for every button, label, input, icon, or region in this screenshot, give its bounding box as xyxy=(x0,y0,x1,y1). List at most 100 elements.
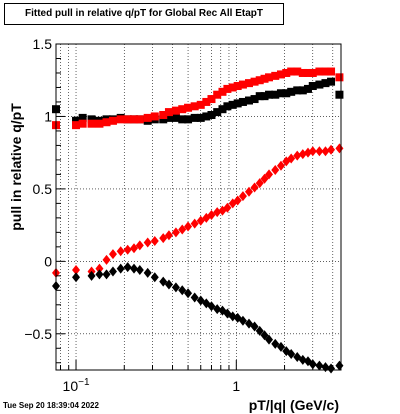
diamond-marker xyxy=(271,165,280,176)
diamond-marker xyxy=(87,270,96,281)
square-marker xyxy=(123,115,132,124)
square-marker xyxy=(223,102,232,111)
x-tick-label: 1 xyxy=(232,378,240,394)
square-marker xyxy=(72,121,81,130)
diamond-marker xyxy=(276,341,285,352)
y-axis-label: pull in relative q/pT xyxy=(8,103,24,231)
square-marker xyxy=(238,80,247,89)
square-marker xyxy=(282,68,291,77)
square-marker xyxy=(178,115,187,124)
square-marker xyxy=(315,67,324,76)
square-marker xyxy=(265,90,274,99)
diamond-marker xyxy=(287,349,296,360)
diamond-marker xyxy=(238,191,247,202)
diamond-marker xyxy=(95,269,104,280)
square-marker xyxy=(228,100,237,109)
square-marker xyxy=(293,86,302,95)
diamond-marker xyxy=(135,240,144,251)
square-marker xyxy=(202,97,211,106)
square-marker xyxy=(327,77,336,86)
diamond-marker xyxy=(150,272,159,283)
square-marker xyxy=(287,87,296,96)
square-marker xyxy=(260,74,269,83)
diamond-marker xyxy=(315,360,324,371)
diamond-marker xyxy=(130,263,139,274)
square-marker xyxy=(87,119,96,128)
square-marker xyxy=(207,110,216,119)
square-marker xyxy=(282,89,291,98)
square-marker xyxy=(308,68,317,77)
square-marker xyxy=(271,90,280,99)
y-tick-label: 0.5 xyxy=(33,181,53,197)
diamond-marker xyxy=(335,143,344,154)
square-marker xyxy=(135,115,144,124)
square-marker xyxy=(196,100,205,109)
square-marker xyxy=(276,70,285,79)
square-marker xyxy=(184,115,193,124)
square-marker xyxy=(271,71,280,80)
chart-title: Fitted pull in relative q/pT for Global … xyxy=(4,3,284,25)
square-marker xyxy=(171,106,180,115)
diamond-marker xyxy=(238,315,247,326)
square-marker xyxy=(335,73,344,82)
square-marker xyxy=(159,115,168,124)
x-axis-label: pT/|q| (GeV/c) xyxy=(249,397,339,413)
square-marker xyxy=(78,113,87,122)
square-marker xyxy=(255,92,264,101)
diamond-marker xyxy=(72,265,81,276)
square-marker xyxy=(95,119,104,128)
square-marker xyxy=(238,97,247,106)
square-marker xyxy=(335,90,344,99)
square-marker xyxy=(218,105,227,114)
diamond-marker xyxy=(178,285,187,296)
y-tick-label: 0 xyxy=(44,253,52,269)
square-marker xyxy=(276,89,285,98)
diamond-marker xyxy=(143,237,152,248)
diamond-marker xyxy=(171,282,180,293)
diamond-marker xyxy=(184,288,193,299)
square-marker xyxy=(315,80,324,89)
diamond-marker xyxy=(164,230,173,241)
square-marker xyxy=(202,112,211,121)
square-marker xyxy=(303,68,312,77)
square-marker xyxy=(72,116,81,125)
diamond-marker xyxy=(308,359,317,370)
diamond-marker xyxy=(178,224,187,235)
square-marker xyxy=(207,95,216,104)
square-marker xyxy=(321,67,330,76)
diamond-marker xyxy=(271,338,280,349)
diamond-marker xyxy=(287,153,296,164)
diamond-marker xyxy=(250,321,259,332)
diamond-marker xyxy=(244,186,253,197)
square-marker xyxy=(244,96,253,105)
square-marker xyxy=(303,84,312,93)
diamond-marker xyxy=(255,325,264,336)
diamond-marker xyxy=(265,334,274,345)
diamond-marker xyxy=(143,267,152,278)
diamond-marker xyxy=(276,160,285,171)
diamond-marker xyxy=(327,144,336,155)
square-marker xyxy=(150,112,159,121)
square-marker xyxy=(327,67,336,76)
diamond-marker xyxy=(150,236,159,247)
square-marker xyxy=(298,68,307,77)
square-marker xyxy=(164,108,173,117)
square-marker xyxy=(87,115,96,124)
square-marker xyxy=(213,108,222,117)
diamond-marker xyxy=(171,227,180,238)
diamond-marker xyxy=(116,263,125,274)
diamond-marker xyxy=(308,146,317,157)
timestamp: Tue Sep 20 18:39:04 2022 xyxy=(3,401,99,410)
diamond-marker xyxy=(335,360,344,371)
y-tick-label: 1.5 xyxy=(33,36,53,52)
square-marker xyxy=(213,90,222,99)
square-marker xyxy=(260,92,269,101)
square-marker xyxy=(178,105,187,114)
diamond-marker xyxy=(190,292,199,303)
diamond-marker xyxy=(207,301,216,312)
square-marker xyxy=(102,118,111,127)
square-marker xyxy=(130,115,139,124)
square-marker xyxy=(287,67,296,76)
diamond-marker xyxy=(130,243,139,254)
